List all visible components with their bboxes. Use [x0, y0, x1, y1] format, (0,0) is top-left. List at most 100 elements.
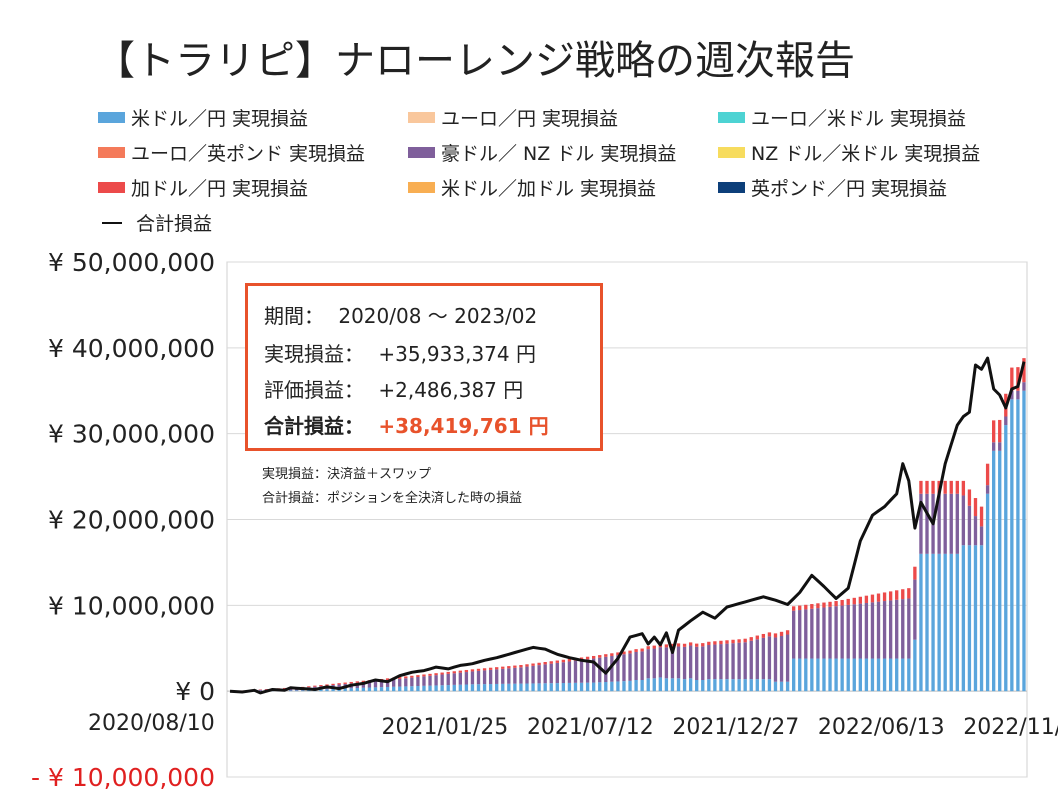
bar-segment — [973, 545, 978, 692]
bar-segment — [913, 579, 917, 640]
unrealized-row: 評価損益： +2,486,387 円 — [264, 374, 523, 403]
bar-segment — [961, 480, 966, 496]
bar-segment — [682, 679, 687, 692]
bar-segment — [779, 631, 784, 636]
legend-item: 米ドル／円 実現損益 — [98, 104, 308, 131]
bar-segment — [955, 553, 959, 692]
bar-segment — [337, 684, 341, 689]
bar-segment — [810, 658, 814, 692]
bar-segment — [798, 658, 802, 692]
bar-segment — [676, 646, 681, 679]
bar-segment — [410, 677, 414, 687]
unrealized-value: +2,486,387 円 — [378, 378, 524, 402]
bar-segment — [961, 545, 966, 692]
legend-label: NZ ドル／米ドル 実現損益 — [751, 143, 981, 165]
bar-segment — [640, 648, 644, 652]
legend-label: ユーロ／円 実現損益 — [441, 108, 619, 130]
realized-value: +35,933,374 円 — [378, 342, 536, 366]
bar-segment — [985, 493, 990, 692]
bar-segment — [604, 656, 608, 683]
bar-segment — [707, 641, 711, 646]
bar-segment — [652, 678, 656, 692]
bar-segment — [664, 678, 669, 692]
legend-item: 豪ドル／ NZ ドル 実現損益 — [408, 139, 676, 166]
bar-segment — [452, 684, 456, 692]
bar-segment — [888, 600, 893, 659]
bar-segment — [385, 680, 390, 687]
bar-segment — [701, 643, 705, 647]
bar-segment — [622, 681, 626, 692]
x-tick-label: 2022/06/13 — [818, 715, 945, 740]
bar-segment — [998, 442, 1002, 451]
bar-segment — [901, 589, 905, 600]
bar-segment — [622, 651, 626, 655]
bar-segment — [598, 657, 602, 683]
bar-segment — [446, 671, 450, 674]
bar-segment — [604, 682, 608, 692]
bar-segment — [713, 641, 717, 645]
bar-segment — [416, 686, 420, 692]
bar-segment — [1022, 382, 1026, 391]
bar-segment — [313, 685, 317, 687]
bar-segment — [1010, 367, 1014, 391]
bar-segment — [392, 679, 396, 687]
note-realized: 実現損益：決済益＋スワップ — [262, 467, 432, 482]
x-tick-label: 2020/08/10 — [88, 711, 215, 736]
y-tick-label: ¥ 40,000,000 — [48, 334, 215, 363]
bar-segment — [949, 493, 953, 554]
bar-segment — [458, 670, 462, 673]
bar-segment — [482, 668, 487, 671]
bar-segment — [973, 516, 978, 546]
bar-segment — [688, 645, 693, 679]
bar-segment — [895, 590, 899, 600]
bar-segment — [925, 553, 929, 692]
bar-segment — [470, 671, 475, 685]
legend-label: 豪ドル／ NZ ドル 実現損益 — [441, 143, 677, 165]
bar-segment — [761, 633, 766, 638]
bar-segment — [398, 678, 402, 687]
bar-segment — [458, 684, 462, 692]
y-tick-label: ¥ 20,000,000 — [48, 506, 215, 535]
bar-segment — [488, 669, 493, 685]
y-tick-label: ¥ 10,000,000 — [48, 591, 215, 620]
bar-segment — [543, 664, 547, 684]
bar-segment — [634, 649, 638, 652]
bar-segment — [828, 606, 832, 659]
period-row: 期間： 2020/08 〜 2023/02 — [264, 300, 537, 329]
bar-segment — [834, 606, 838, 659]
bar-segment — [519, 667, 523, 684]
bar-segment — [882, 592, 887, 602]
bar-segment — [482, 684, 487, 692]
bar-segment — [737, 679, 741, 692]
bar-segment — [464, 672, 469, 685]
bar-segment — [585, 682, 590, 692]
bar-segment — [628, 653, 632, 681]
bar-segment — [804, 609, 808, 659]
bar-segment — [834, 658, 838, 692]
bar-segment — [1016, 367, 1020, 391]
bar-segment — [670, 643, 675, 647]
bar-segment — [779, 681, 784, 692]
period-value: 2020/08 〜 2023/02 — [338, 304, 538, 328]
bar-segment — [961, 495, 966, 546]
bar-segment — [967, 545, 972, 692]
bar-segment — [543, 662, 547, 665]
legend-label: ユーロ／米ドル 実現損益 — [751, 108, 967, 130]
bar-segment — [925, 493, 929, 554]
bar-segment — [422, 674, 426, 677]
bar-segment — [452, 671, 456, 674]
bar-segment — [428, 685, 432, 692]
bar-segment — [725, 640, 729, 644]
bar-segment — [495, 667, 499, 670]
bar-segment — [501, 668, 505, 684]
bar-segment — [525, 683, 529, 692]
bar-segment — [852, 604, 856, 659]
bar-segment — [555, 660, 559, 663]
legend-item: ユーロ／米ドル 実現損益 — [718, 104, 966, 131]
bar-segment — [567, 658, 572, 662]
bar-segment — [385, 678, 390, 681]
bar-segment — [749, 637, 753, 641]
bar-segment — [646, 678, 650, 692]
bar-segment — [664, 647, 669, 679]
bar-segment — [1010, 399, 1014, 692]
